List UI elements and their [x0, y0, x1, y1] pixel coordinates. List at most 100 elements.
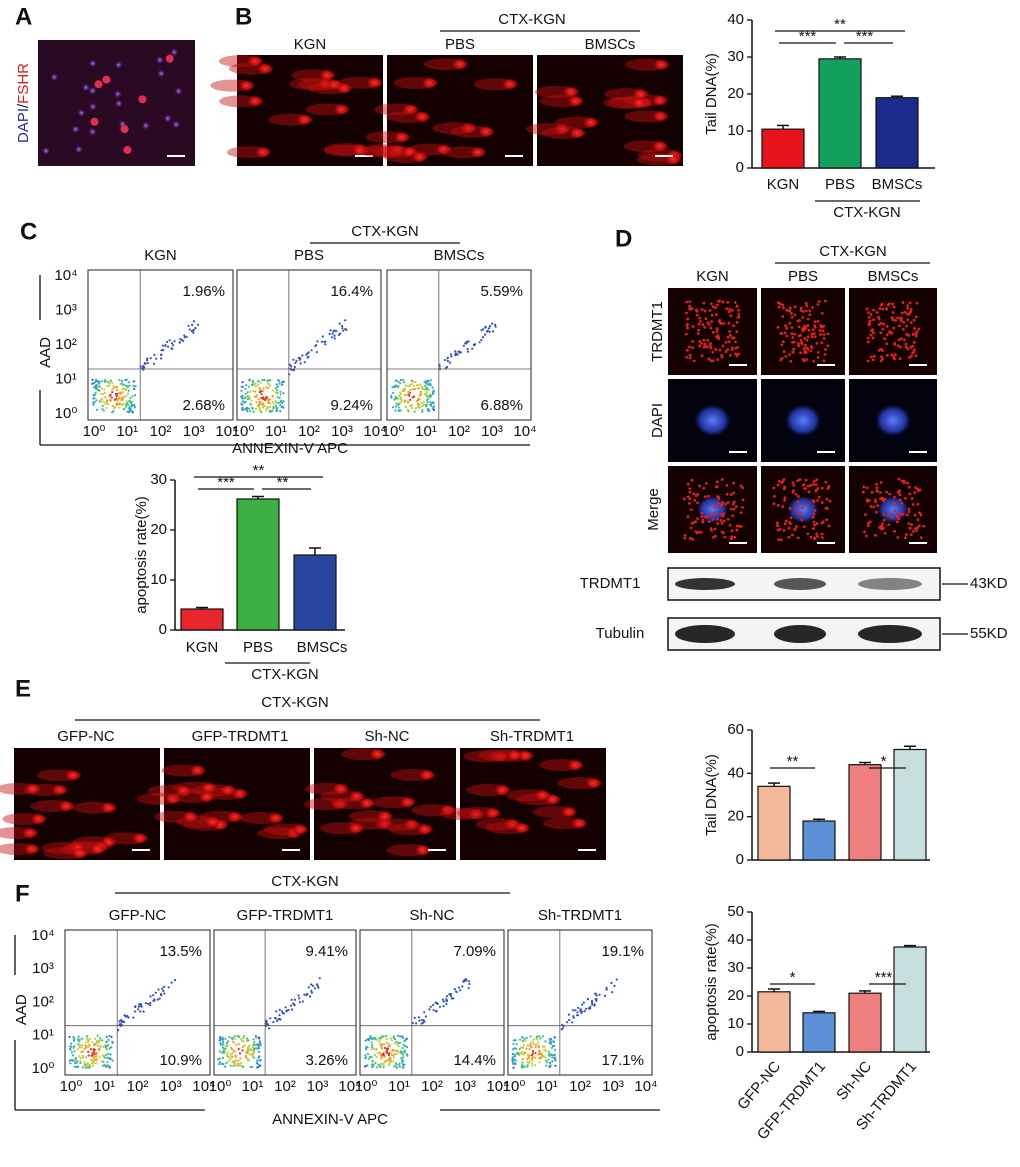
flow-event — [480, 338, 483, 342]
flow-event — [405, 406, 408, 409]
speckle — [880, 496, 884, 500]
speckle — [916, 526, 919, 530]
speckle — [902, 338, 906, 342]
flow-event — [90, 1062, 93, 1065]
flow-event — [297, 356, 300, 359]
comet-head — [100, 801, 117, 814]
speckle — [864, 513, 867, 517]
flow-event — [489, 325, 492, 328]
axis-label: ANNEXIN-V APC — [272, 1111, 388, 1128]
flow-event — [385, 1050, 388, 1054]
speckle — [716, 358, 720, 362]
flow-event — [77, 1065, 80, 1068]
speckle — [812, 332, 816, 335]
speckle — [885, 342, 889, 346]
x-tick-label: Sh-NC — [833, 1058, 875, 1104]
flow-event — [375, 1055, 378, 1059]
flow-event — [429, 384, 432, 387]
x-tick-label: KGN — [767, 176, 800, 193]
comet-head — [333, 103, 350, 116]
speckle — [900, 319, 903, 323]
flow-event — [228, 1035, 231, 1038]
flow-event — [257, 1066, 260, 1069]
flow-event — [110, 396, 113, 399]
error-bar — [777, 124, 789, 130]
speckle — [801, 484, 805, 487]
comet-head — [534, 789, 551, 802]
speckle — [689, 508, 693, 512]
flow-event — [384, 1046, 387, 1050]
flow-event — [244, 396, 247, 399]
flow-event — [576, 1011, 579, 1014]
flow-event — [72, 1036, 75, 1039]
flow-event — [521, 1058, 524, 1061]
speckle — [706, 345, 709, 349]
speckle — [698, 484, 702, 488]
flow-event — [538, 1061, 541, 1064]
flow-event — [260, 397, 263, 400]
flow-event — [111, 391, 114, 394]
speckle — [871, 358, 875, 362]
flow-event — [268, 1027, 271, 1030]
axis-label: apoptosis rate(%) — [133, 496, 150, 614]
flow-event — [73, 1050, 76, 1053]
flow-event — [115, 385, 119, 388]
speckle — [736, 316, 740, 319]
flow-event — [259, 391, 262, 394]
flow-event — [478, 341, 481, 344]
flow-event — [91, 1054, 94, 1057]
flow-event — [457, 986, 461, 989]
x-tick-label: 10⁰ — [355, 1078, 378, 1095]
flow-event — [272, 1021, 275, 1024]
flow-event — [541, 1035, 545, 1038]
speckle — [896, 490, 900, 494]
speckle — [707, 357, 711, 361]
flow-event — [118, 406, 121, 409]
flow-event — [378, 1038, 381, 1041]
speckle — [803, 336, 807, 340]
bar — [875, 97, 919, 169]
flow-event — [170, 347, 174, 350]
x-tick-label: 10³ — [160, 1078, 182, 1095]
speckle — [912, 318, 916, 322]
flow-event — [290, 365, 293, 368]
comet-head — [198, 790, 215, 803]
x-tick-label: 10¹ — [93, 1078, 115, 1095]
speckle — [882, 518, 886, 522]
speckle — [806, 335, 810, 339]
flow-event — [395, 1063, 398, 1067]
speckle — [801, 316, 805, 319]
speckle — [801, 506, 804, 510]
flow-event — [294, 361, 297, 364]
speckle — [819, 333, 823, 336]
flow-event — [521, 1061, 524, 1064]
flow-event — [85, 1056, 88, 1059]
speckle — [911, 530, 915, 533]
flow-event — [259, 1064, 262, 1067]
speckle — [869, 313, 873, 316]
flow-event — [385, 1037, 388, 1041]
flow-event — [241, 1039, 244, 1042]
flow-event — [534, 1056, 537, 1059]
flow-event — [192, 320, 196, 323]
flow-event — [410, 379, 414, 382]
flow-event — [95, 399, 98, 402]
flow-event — [392, 1060, 395, 1063]
speckle — [713, 527, 717, 531]
flow-event — [74, 1058, 77, 1061]
flow-event — [221, 1046, 224, 1049]
speckle — [726, 501, 730, 504]
flow-event — [488, 330, 491, 333]
flow-event — [399, 1050, 403, 1053]
flow-event — [145, 1002, 148, 1005]
comet-head — [51, 783, 68, 796]
flow-event — [527, 1062, 530, 1065]
flow-event — [109, 379, 112, 382]
bar — [848, 992, 882, 1053]
speckle — [918, 511, 921, 515]
flow-event — [272, 406, 275, 410]
speckle — [817, 495, 821, 499]
stain-label-part: DAPI — [15, 108, 32, 143]
significance-label: ** — [277, 474, 289, 491]
flow-event — [520, 1052, 523, 1055]
